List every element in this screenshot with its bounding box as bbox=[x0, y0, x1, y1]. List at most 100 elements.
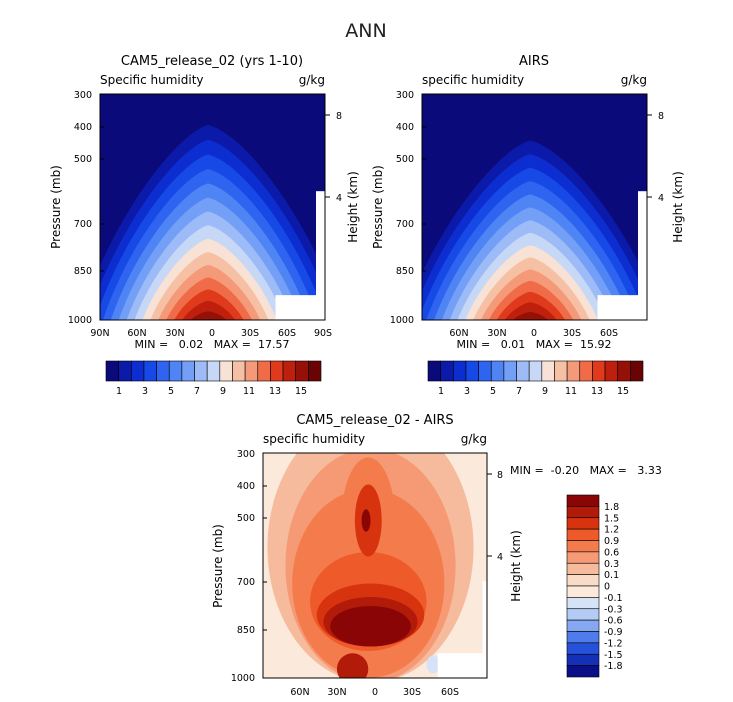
colorbar-swatch bbox=[143, 360, 157, 382]
panel-cam5-ylabel: Pressure (mb) bbox=[49, 165, 63, 249]
ytick-label: 850 bbox=[74, 266, 92, 277]
panel-cam5-colorbar-labels: 1 3 5 7 9 11 13 15 bbox=[116, 386, 307, 397]
panel-airs-yticks: 300 400 500 700 850 1000 bbox=[390, 90, 414, 326]
colorbar-swatch bbox=[219, 360, 233, 382]
ytick-label: 850 bbox=[237, 625, 255, 636]
ytick-label: 500 bbox=[74, 154, 92, 165]
colorbar-label: 7 bbox=[194, 386, 200, 397]
colorbar-swatch bbox=[503, 360, 517, 382]
colorbar-label: 0.6 bbox=[604, 547, 619, 558]
colorbar-swatch bbox=[156, 360, 170, 382]
colorbar-label: 9 bbox=[220, 386, 226, 397]
ytick-label: 500 bbox=[396, 154, 414, 165]
contour-band bbox=[336, 653, 369, 678]
colorbar-swatch bbox=[566, 653, 600, 666]
right-tick-label: 8 bbox=[658, 111, 664, 122]
xtick-label: 30S bbox=[403, 687, 421, 698]
colorbar-swatch bbox=[478, 360, 492, 382]
panel-diff-units: g/kg bbox=[461, 432, 487, 446]
panel-diff-colorbar-labels: 1.81.51.20.90.60.30.10-0.1-0.3-0.6-0.9-1… bbox=[604, 502, 623, 672]
colorbar-label: 0.9 bbox=[604, 536, 619, 547]
colorbar-swatch bbox=[490, 360, 505, 382]
xtick-label: 60N bbox=[290, 687, 309, 698]
panel-airs-right-ticks: 8 4 bbox=[658, 111, 664, 204]
right-tick-label: 4 bbox=[336, 193, 342, 204]
colorbar-label: -0.6 bbox=[604, 616, 623, 627]
panel-diff-subtitle: specific humidity bbox=[263, 432, 365, 446]
ytick-label: 400 bbox=[396, 122, 414, 133]
panel-diff-stats: MIN = -0.20 MAX = 3.33 bbox=[510, 464, 662, 477]
colorbar-swatch bbox=[440, 360, 454, 382]
colorbar-swatch bbox=[232, 360, 246, 382]
right-tick-label: 8 bbox=[497, 470, 503, 481]
panel-airs-stats: MIN = 0.01 MAX = 15.92 bbox=[457, 338, 612, 351]
colorbar-swatch bbox=[118, 360, 132, 382]
colorbar-label: -1.2 bbox=[604, 638, 623, 649]
panel-diff-frame bbox=[262, 452, 488, 679]
colorbar-label: 3 bbox=[142, 386, 148, 397]
panel-cam5-ytick-marks bbox=[100, 114, 330, 272]
panel-cam5-ylabel-right: Height (km) bbox=[346, 171, 360, 242]
colorbar-swatch bbox=[566, 608, 600, 621]
colorbar-label: 3 bbox=[464, 386, 470, 397]
panel-cam5-colorbar bbox=[105, 360, 322, 382]
colorbar-label: 1 bbox=[438, 386, 444, 397]
contour-band bbox=[330, 606, 411, 647]
colorbar-swatch bbox=[194, 360, 208, 382]
xtick-label: 30N bbox=[165, 328, 184, 339]
colorbar-swatch bbox=[206, 360, 221, 382]
panel-cam5: CAM5_release_02 (yrs 1-10) Specific humi… bbox=[49, 54, 360, 397]
contour-band bbox=[512, 312, 548, 320]
colorbar-label: -1.5 bbox=[604, 650, 623, 661]
ytick-label: 300 bbox=[237, 449, 255, 460]
panel-cam5-xticks: 90N 60N 30N 0 30S 60S 90S bbox=[90, 328, 332, 339]
colorbar-swatch bbox=[617, 360, 631, 382]
panel-diff-plot bbox=[263, 453, 487, 678]
panel-diff-ylabel-right: Height (km) bbox=[509, 530, 523, 601]
colorbar-label: 5 bbox=[168, 386, 174, 397]
xtick-label: 0 bbox=[372, 687, 378, 698]
xtick-label: 90S bbox=[314, 328, 332, 339]
colorbar-label: -0.9 bbox=[604, 627, 623, 638]
colorbar-swatch bbox=[295, 360, 309, 382]
panel-airs-frame bbox=[421, 93, 648, 321]
right-tick-label: 8 bbox=[336, 111, 342, 122]
xtick-label: 0 bbox=[209, 328, 215, 339]
masked-region bbox=[482, 581, 487, 678]
panel-diff-title: CAM5_release_02 - AIRS bbox=[296, 413, 453, 428]
colorbar-swatch bbox=[566, 494, 600, 507]
colorbar-label: 11 bbox=[243, 386, 255, 397]
colorbar-label: 0.3 bbox=[604, 559, 619, 570]
colorbar-label: 15 bbox=[295, 386, 307, 397]
colorbar-label: 0.1 bbox=[604, 570, 619, 581]
ytick-label: 300 bbox=[74, 90, 92, 101]
panel-diff: CAM5_release_02 - AIRS specific humidity… bbox=[211, 413, 662, 698]
colorbar-swatch bbox=[452, 360, 467, 382]
colorbar-label: 1.5 bbox=[604, 513, 619, 524]
colorbar-swatch bbox=[566, 597, 600, 610]
colorbar-swatch bbox=[541, 360, 555, 382]
colorbar-swatch bbox=[270, 360, 284, 382]
panel-diff-colorbar bbox=[566, 494, 600, 678]
colorbar-swatch bbox=[566, 360, 581, 382]
contour-band bbox=[361, 509, 371, 532]
colorbar-swatch bbox=[566, 562, 600, 575]
xtick-label: 60S bbox=[441, 687, 459, 698]
panel-cam5-title: CAM5_release_02 (yrs 1-10) bbox=[121, 54, 303, 69]
panel-diff-xticks: 60N 30N 0 30S 60S bbox=[290, 687, 459, 698]
colorbar-label: -0.1 bbox=[604, 593, 623, 604]
panel-airs-colorbar-labels: 1 3 5 7 9 11 13 15 bbox=[438, 386, 629, 397]
colorbar-swatch bbox=[465, 360, 479, 382]
xtick-label: 30S bbox=[563, 328, 581, 339]
right-tick-label: 4 bbox=[658, 193, 664, 204]
panel-airs-subtitle: specific humidity bbox=[422, 73, 524, 87]
ytick-label: 700 bbox=[74, 219, 92, 230]
ytick-label: 400 bbox=[74, 122, 92, 133]
panel-airs-title: AIRS bbox=[519, 54, 549, 69]
panel-airs-colorbar bbox=[427, 360, 644, 382]
ytick-label: 300 bbox=[396, 90, 414, 101]
colorbar-swatch bbox=[566, 665, 600, 678]
figure-title: ANN bbox=[345, 20, 386, 42]
colorbar-swatch bbox=[592, 360, 606, 382]
colorbar-swatch bbox=[566, 506, 600, 519]
